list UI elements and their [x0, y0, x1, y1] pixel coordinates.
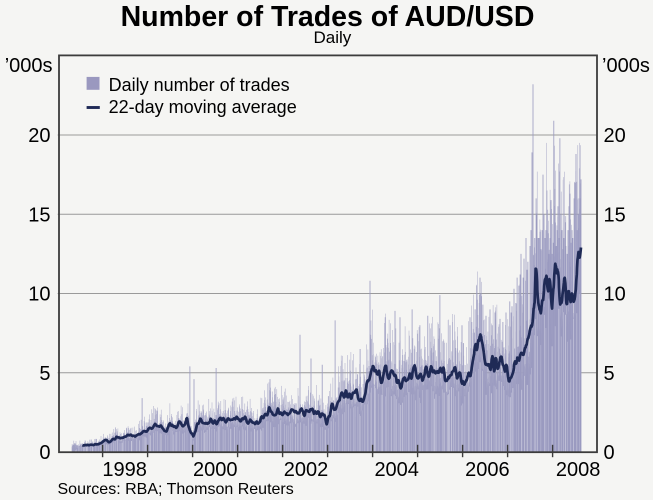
svg-text:2008: 2008	[556, 459, 601, 481]
svg-text:10: 10	[28, 284, 50, 306]
svg-text:15: 15	[604, 204, 626, 226]
svg-text:Daily: Daily	[314, 28, 352, 47]
svg-text:Daily number of trades: Daily number of trades	[109, 75, 290, 95]
svg-text:20: 20	[28, 125, 50, 147]
svg-text:5: 5	[39, 363, 50, 385]
svg-text:1998: 1998	[102, 459, 147, 481]
svg-text:’000s: ’000s	[5, 55, 53, 77]
svg-text:0: 0	[604, 442, 615, 464]
svg-text:10: 10	[604, 284, 626, 306]
svg-text:2004: 2004	[374, 459, 419, 481]
svg-text:Number of Trades of AUD/USD: Number of Trades of AUD/USD	[121, 1, 535, 33]
svg-text:0: 0	[39, 442, 50, 464]
svg-text:2002: 2002	[284, 459, 329, 481]
svg-text:20: 20	[604, 125, 626, 147]
svg-text:22-day moving average: 22-day moving average	[109, 97, 297, 117]
svg-text:2006: 2006	[465, 459, 510, 481]
svg-text:’000s: ’000s	[602, 55, 650, 77]
svg-text:Sources: RBA; Thomson Reuters: Sources: RBA; Thomson Reuters	[58, 481, 294, 498]
svg-text:2000: 2000	[193, 459, 238, 481]
svg-text:15: 15	[28, 204, 50, 226]
svg-text:5: 5	[604, 363, 615, 385]
